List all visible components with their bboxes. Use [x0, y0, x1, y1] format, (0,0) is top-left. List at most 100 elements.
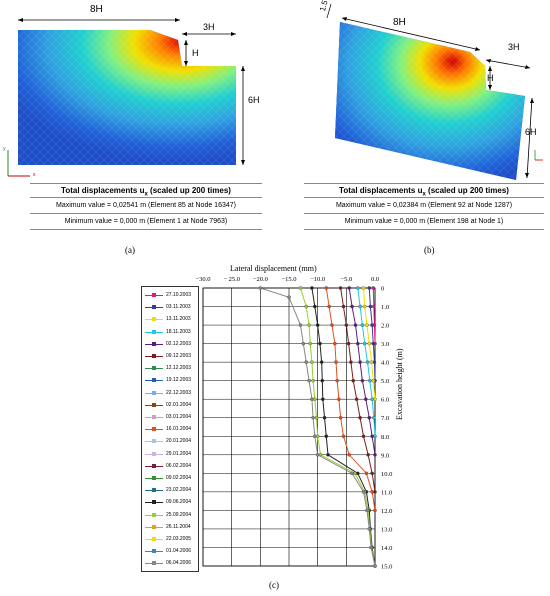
data-point — [351, 378, 355, 383]
data-point — [287, 295, 291, 300]
legend-item: 03.01.2004 — [142, 413, 200, 423]
fem-model-b — [326, 3, 543, 180]
legend-swatch-marker — [152, 427, 156, 432]
dim-label-3h: 3H — [203, 22, 215, 32]
legend-swatch-marker — [152, 415, 156, 419]
legend-label: 09.06.2004 — [166, 499, 192, 506]
series-line — [311, 287, 376, 567]
legend-swatch-marker — [152, 439, 156, 444]
y-tick-label: 13.0 — [381, 526, 392, 533]
x-tick-label: −5.0 — [340, 276, 352, 283]
panel-c-label: (c) — [269, 580, 279, 590]
data-point — [367, 286, 372, 290]
data-point — [365, 360, 370, 364]
data-point — [310, 360, 314, 364]
data-point — [330, 323, 334, 327]
data-point — [361, 434, 366, 439]
series-line — [348, 287, 376, 455]
displacement-chart: −30.0 − 25.0 −20.0 −15.0 −10.0 −5.0 0.00 1.0 2.0… — [195, 276, 392, 571]
x-tick-label: − 25.0 — [223, 276, 240, 283]
data-point — [373, 508, 377, 513]
data-point — [319, 360, 324, 364]
series-line — [260, 287, 376, 567]
legend-item: 26.11.2004 — [142, 523, 200, 533]
y-tick-label: 12.0 — [381, 508, 392, 515]
data-point — [370, 490, 374, 494]
legend-label: 22.03.2005 — [166, 536, 192, 542]
legend-swatch-marker — [152, 561, 156, 566]
data-point — [315, 453, 320, 457]
data-point — [370, 323, 374, 327]
data-point — [341, 434, 346, 439]
legend-item: 03.11.2003 — [142, 303, 200, 313]
legend-swatch-marker — [152, 512, 156, 517]
legend-swatch-marker — [152, 549, 156, 554]
legend-item: 22.12.2003 — [142, 389, 200, 399]
data-point — [367, 527, 372, 531]
legend-swatch-marker — [152, 366, 156, 371]
series-line — [299, 287, 376, 567]
data-point — [347, 453, 351, 457]
data-point — [298, 323, 303, 327]
caption-b-suffix: (scaled up 200 times) — [425, 186, 509, 195]
y-tick-label: 8.0 — [381, 434, 389, 441]
legend-swatch-marker — [152, 317, 156, 322]
x-tick-label: −10.0 — [310, 276, 325, 283]
x-tick-label: −15.0 — [281, 276, 296, 283]
series-line — [368, 287, 376, 381]
dim-label-8h-b: 8H — [393, 17, 406, 28]
caption-a-title: Total displacements u — [61, 186, 145, 195]
x-axis-title: Lateral displacement (mm) — [230, 264, 317, 273]
legend-swatch-marker — [152, 341, 156, 346]
data-point — [321, 397, 325, 401]
data-point — [311, 378, 315, 383]
data-point — [311, 415, 315, 420]
data-point — [349, 360, 353, 364]
data-point — [367, 341, 372, 346]
data-point — [301, 341, 306, 346]
legend-swatch-marker — [152, 500, 156, 505]
data-point — [258, 286, 263, 290]
legend-item: 12.12.2003 — [142, 364, 200, 374]
data-point — [338, 415, 343, 420]
fem-model-a — [7, 18, 245, 177]
y-tick-label: 3.0 — [381, 341, 389, 348]
data-point — [350, 304, 354, 309]
dim-label-h: H — [192, 48, 199, 58]
data-point — [322, 415, 327, 420]
legend-label: 09.02.2004 — [166, 475, 192, 481]
legend-item: 06.02.2004 — [142, 462, 200, 472]
data-point — [324, 434, 329, 439]
legend-swatch-marker — [152, 305, 156, 310]
legend-item: 09.06.2004 — [142, 498, 200, 508]
legend-item: 09.12.2003 — [142, 352, 200, 362]
data-point — [298, 286, 303, 290]
caption-b-sub: x — [422, 191, 426, 198]
legend-swatch-marker — [152, 293, 156, 297]
data-point — [313, 434, 317, 439]
panel-b-label: (b) — [424, 245, 435, 255]
y-tick-label: 14.0 — [381, 545, 392, 552]
caption-a-suffix: (scaled up 200 times) — [147, 186, 231, 195]
y-tick-label: 5.0 — [381, 378, 389, 385]
data-point — [304, 304, 308, 309]
legend-swatch-marker — [152, 463, 156, 468]
caption-a-min: Minimum value = 0,000 m (Element 1 at No… — [64, 218, 228, 225]
data-point — [334, 360, 338, 364]
legend-item: 06.04.2006 — [142, 559, 200, 569]
legend-item: 01.04.2006 — [142, 547, 200, 557]
data-point — [369, 545, 373, 550]
legend-item: 02.12.2003 — [142, 340, 200, 350]
legend-item: 19.12.2003 — [142, 376, 200, 386]
data-point — [371, 378, 376, 383]
y-tick-label: 2.0 — [381, 323, 389, 330]
legend-label: 20.01.2004 — [166, 438, 192, 445]
data-point — [320, 378, 325, 383]
legend-item: 20.01.2004 — [142, 437, 200, 447]
data-point — [370, 434, 374, 439]
data-point — [370, 397, 374, 401]
data-point — [373, 564, 377, 568]
data-point — [365, 323, 369, 327]
y-axis-title: Excavation height (m) — [395, 348, 404, 420]
legend-item: 27.10.2003 — [142, 291, 200, 301]
